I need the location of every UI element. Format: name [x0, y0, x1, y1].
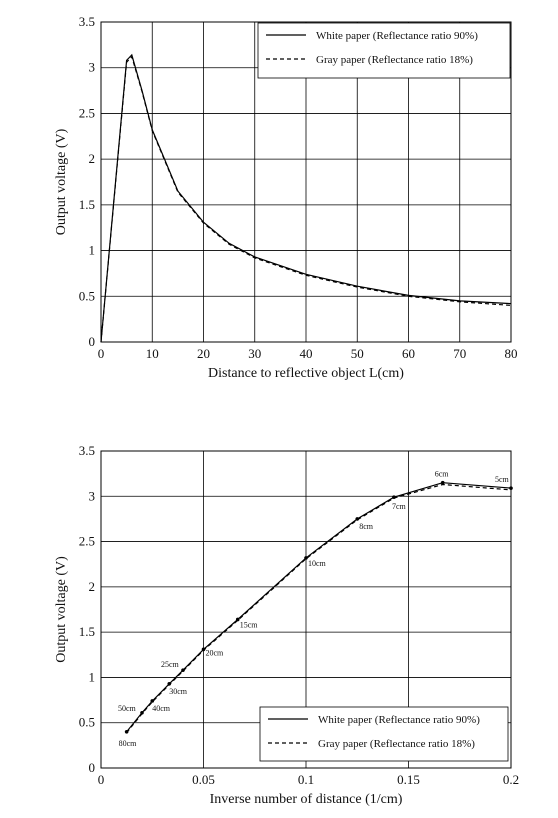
distance-voltage-chart: 0 10 20 30 40 50 60 70 80 0 0.5 1 1.5 2 2.5 3 3.5 Distanc… [54, 14, 518, 381]
y-tick-label: 1 [89, 669, 96, 684]
data-point [181, 668, 185, 672]
x-tick-label: 60 [402, 346, 415, 361]
x-tick-label: 0.1 [298, 772, 314, 787]
point-label: 15cm [240, 620, 259, 629]
point-label: 8cm [359, 522, 374, 531]
point-label: 50cm [118, 704, 137, 713]
point-label: 20cm [206, 648, 225, 657]
point-label: 7cm [392, 502, 407, 511]
y-tick-label: 2.5 [79, 534, 95, 549]
y-tick-label: 1 [89, 243, 96, 258]
y-tick-label: 0.5 [79, 715, 95, 730]
data-point [509, 486, 513, 490]
data-point [235, 617, 240, 622]
plot-frame [100, 450, 512, 769]
legend-box [259, 706, 509, 762]
series-line-gray-paper [100, 55, 512, 343]
legend-label: White paper (Reflectance ratio 90%) [316, 30, 478, 42]
point-label: 10cm [308, 559, 327, 568]
y-tick-label: 1.5 [79, 197, 95, 212]
x-tick-label: 0 [98, 346, 105, 361]
data-point [124, 729, 129, 734]
data-point [355, 517, 360, 521]
x-tick-label: 10 [146, 346, 159, 361]
legend-label: Gray paper (Reflectance ratio 18%) [316, 54, 473, 66]
x-tick-label: 0.05 [192, 772, 215, 787]
legend-box [257, 22, 511, 79]
y-axis-title: Output voltage (V) [54, 128, 69, 235]
point-label: 5cm [495, 475, 510, 484]
data-point [140, 710, 144, 715]
point-label: 30cm [169, 687, 188, 696]
y-tick-label: 3.5 [79, 14, 95, 29]
legend-label: Gray paper (Reflectance ratio 18%) [318, 738, 475, 750]
point-label: 40cm [152, 704, 171, 713]
y-tick-label: 2.5 [79, 105, 95, 120]
y-tick-label: 2 [89, 579, 96, 594]
y-tick-label: 1.5 [79, 624, 95, 639]
point-label: 80cm [119, 739, 138, 748]
data-point [440, 480, 445, 485]
x-tick-label: 80 [505, 346, 518, 361]
y-tick-label: 3.5 [79, 443, 95, 458]
series-line-white-paper [100, 53, 512, 343]
data-point [201, 647, 206, 652]
x-tick-label: 0.15 [397, 772, 420, 787]
x-axis-title: Distance to reflective object L(cm) [208, 366, 404, 381]
x-tick-label: 30 [248, 346, 261, 361]
x-tick-label: 20 [197, 346, 210, 361]
x-tick-label: 50 [351, 346, 364, 361]
data-point [167, 681, 172, 686]
x-tick-label: 40 [300, 346, 313, 361]
y-tick-label: 2 [89, 151, 96, 166]
y-axis-title: Output voltage (V) [54, 556, 69, 663]
data-point [150, 699, 155, 703]
data-point [304, 556, 308, 560]
plot-frame [100, 21, 512, 343]
y-tick-label: 0 [89, 334, 96, 349]
series-line-gray-paper [126, 483, 512, 734]
point-label: 6cm [435, 470, 450, 479]
point-label: 25cm [161, 660, 180, 669]
y-tick-label: 0 [89, 760, 96, 775]
x-tick-label: 0.2 [503, 772, 519, 787]
legend-label: White paper (Reflectance ratio 90%) [318, 714, 480, 726]
y-tick-label: 3 [89, 60, 96, 75]
y-tick-label: 0.5 [79, 288, 95, 303]
x-tick-label: 0 [98, 772, 105, 787]
data-point [392, 495, 396, 499]
y-tick-label: 3 [89, 488, 96, 503]
x-tick-label: 70 [453, 346, 466, 361]
x-axis-title: Inverse number of distance (1/cm) [210, 792, 403, 807]
